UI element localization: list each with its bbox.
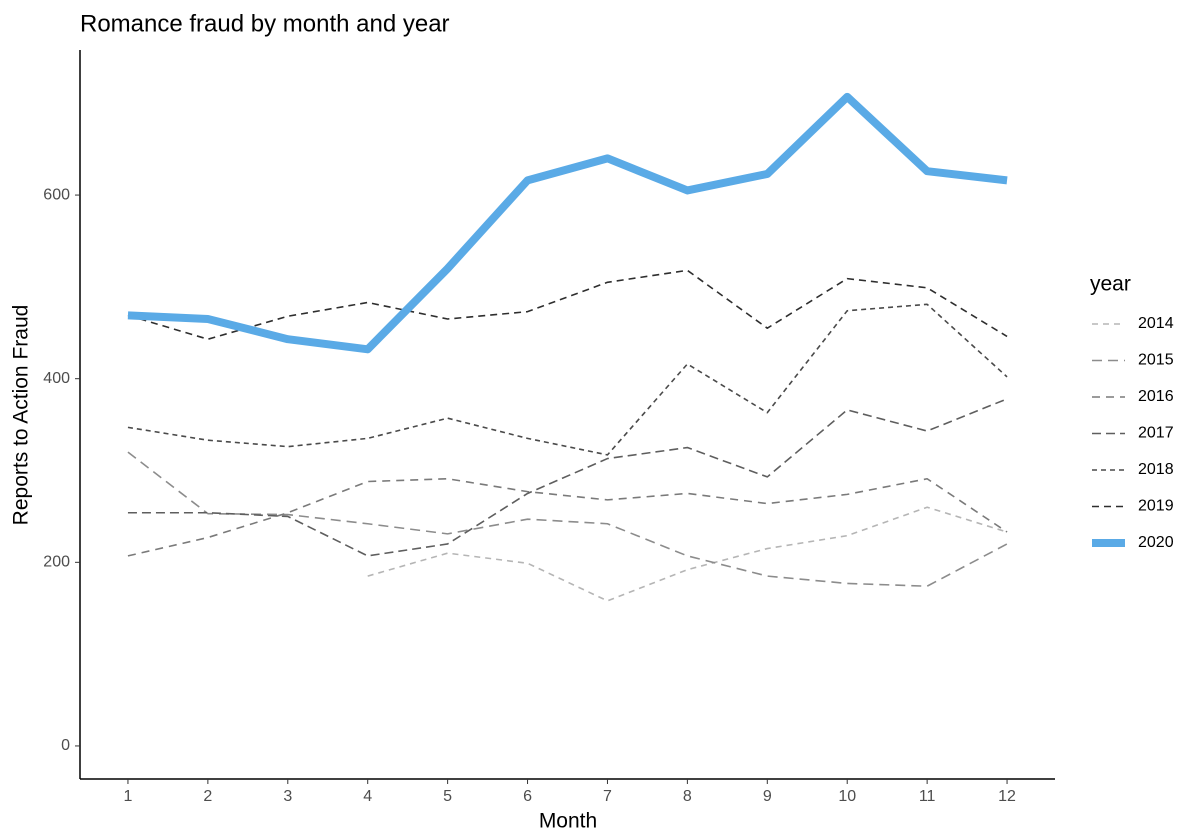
series-line xyxy=(367,506,1008,602)
x-tick-label: 10 xyxy=(838,788,856,805)
x-tick-label: 11 xyxy=(919,788,936,805)
legend-label: 2015 xyxy=(1138,352,1174,369)
x-tick-label: 4 xyxy=(363,788,372,805)
series-line xyxy=(127,477,1008,557)
x-tick-label: 12 xyxy=(998,788,1016,805)
x-tick-label: 2 xyxy=(203,788,212,805)
legend-label: 2017 xyxy=(1138,425,1174,442)
y-tick-label: 0 xyxy=(61,737,70,754)
series-line xyxy=(127,92,1008,354)
series-line xyxy=(127,269,1008,341)
chart-title: Romance fraud by month and year xyxy=(80,10,450,37)
x-tick-label: 1 xyxy=(123,788,132,805)
x-tick-label: 7 xyxy=(603,788,612,805)
x-tick-label: 6 xyxy=(523,788,532,805)
legend-label: 2019 xyxy=(1138,498,1174,515)
legend-label: 2014 xyxy=(1138,315,1174,332)
x-tick-label: 9 xyxy=(763,788,772,805)
y-tick-label: 600 xyxy=(43,186,70,203)
legend-label: 2018 xyxy=(1138,461,1174,478)
y-axis-label: Reports to Action Fraud xyxy=(10,305,33,526)
y-tick-label: 200 xyxy=(43,554,70,571)
series-line xyxy=(127,303,1008,456)
x-tick-label: 5 xyxy=(443,788,452,805)
x-tick-label: 8 xyxy=(683,788,692,805)
series-line xyxy=(127,398,1008,557)
legend-label: 2016 xyxy=(1138,388,1174,405)
legend-label: 2020 xyxy=(1138,534,1174,551)
y-tick-label: 400 xyxy=(43,370,70,387)
series-line xyxy=(127,451,1008,587)
x-axis-label: Month xyxy=(539,810,597,832)
legend-title: year xyxy=(1090,273,1131,296)
x-tick-label: 3 xyxy=(283,788,292,805)
